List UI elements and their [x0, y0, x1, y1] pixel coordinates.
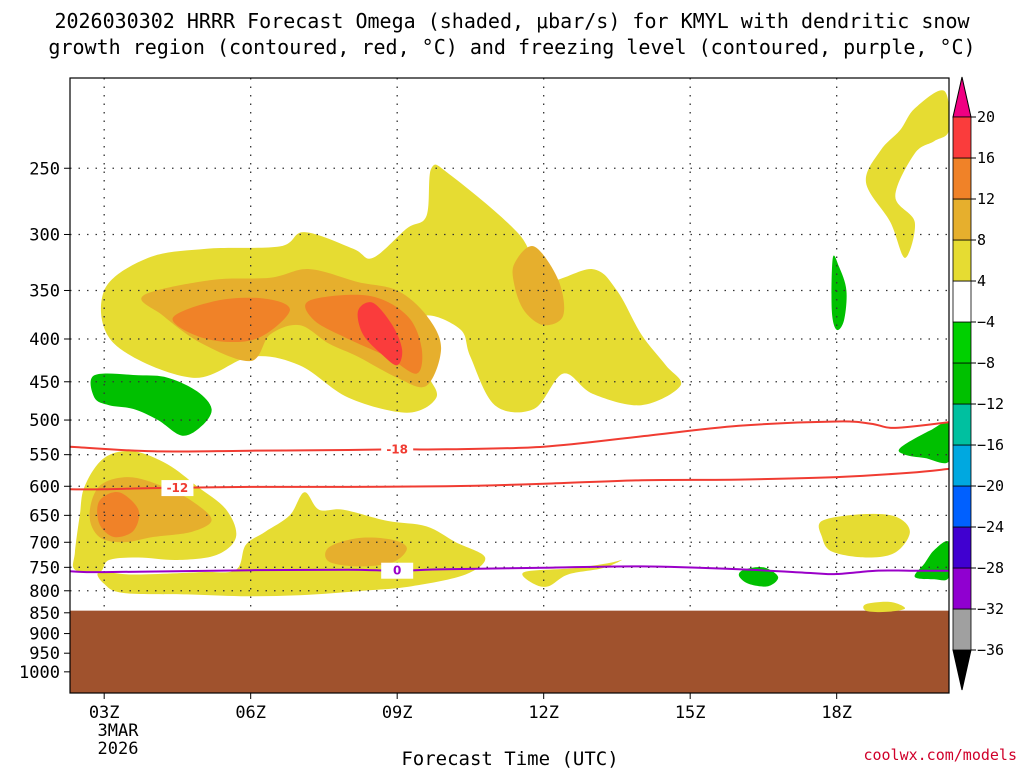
temp-contour-minus18-label-bg — [381, 441, 414, 458]
omega-shading — [72, 90, 949, 613]
colorbar: −36 −32 −28 −24 −20 −16 −12 −8 −4 4 8 12 16 20 — [952, 76, 1004, 691]
omega-region-5 — [863, 601, 906, 613]
colorbar-segment — [952, 157, 972, 200]
terrain-fill — [70, 610, 949, 693]
y-axis-ticks: 2503003504004505005506006507007508008509… — [19, 159, 70, 683]
x-tick-label: 18Z — [821, 703, 852, 723]
temp-contour-minus18 — [70, 420, 949, 453]
colorbar-label: −20 — [977, 477, 1004, 495]
colorbar-label: −16 — [977, 436, 1004, 454]
y-tick-label: 250 — [29, 159, 60, 179]
y-tick-label: 700 — [29, 533, 60, 553]
temp-contour-minus12-label-bg — [161, 480, 194, 497]
x-date-label: 3MAR — [98, 721, 140, 741]
colorbar-label: −8 — [977, 354, 995, 372]
x-tick-label: 03Z — [89, 703, 120, 723]
colorbar-segment — [952, 239, 972, 282]
y-tick-label: 600 — [29, 477, 60, 497]
y-tick-label: 400 — [29, 330, 60, 350]
x-axis-title: Forecast Time (UTC) — [401, 748, 618, 768]
colorbar-segment — [952, 362, 972, 405]
x-year-label: 2026 — [98, 739, 139, 759]
y-tick-label: 1000 — [19, 663, 60, 683]
omega-region-3 — [522, 559, 622, 587]
freezing-level-contour-label: 0 — [393, 564, 401, 578]
colorbar-segment — [952, 116, 972, 159]
colorbar-segment — [952, 608, 972, 651]
colorbar-label: 8 — [977, 231, 986, 249]
chart-title-line1: 2026030302 HRRR Forecast Omega (shaded, … — [54, 9, 970, 33]
y-tick-label: 650 — [29, 506, 60, 526]
colorbar-segment — [952, 526, 972, 569]
omega-region-15 — [90, 373, 212, 436]
omega-region-9 — [325, 537, 407, 567]
temp-contour-minus12-label: -12 — [167, 481, 189, 495]
omega-region-14 — [357, 302, 403, 366]
x-tick-label: 09Z — [382, 703, 413, 723]
colorbar-segment — [952, 403, 972, 446]
omega-region-11 — [172, 297, 290, 343]
y-tick-label: 950 — [29, 644, 60, 664]
colorbar-label: 20 — [977, 108, 995, 126]
colorbar-segment — [952, 444, 972, 487]
omega-region-17 — [898, 422, 949, 464]
omega-region-6 — [865, 90, 949, 258]
colorbar-label: 4 — [977, 272, 986, 290]
colorbar-label: 12 — [977, 190, 995, 208]
colorbar-label: −36 — [977, 641, 1004, 659]
x-axis-ticks: 03Z 06Z 09Z 12Z 15Z 18Z — [89, 693, 852, 723]
omega-region-19 — [738, 566, 779, 587]
y-tick-label: 800 — [29, 582, 60, 602]
x-tick-label: 06Z — [235, 703, 266, 723]
colorbar-label: 16 — [977, 149, 995, 167]
colorbar-arrow-top — [952, 76, 972, 118]
y-tick-label: 350 — [29, 281, 60, 301]
colorbar-label: −24 — [977, 518, 1004, 536]
colorbar-segment — [952, 567, 972, 610]
omega-region-16 — [831, 255, 847, 331]
y-tick-label: 750 — [29, 558, 60, 578]
x-tick-label: 12Z — [528, 703, 559, 723]
colorbar-segment — [952, 321, 972, 364]
x-tick-label: 15Z — [675, 703, 706, 723]
omega-region-4 — [818, 513, 910, 558]
colorbar-segment — [952, 198, 972, 241]
freezing-level-contour — [70, 565, 949, 576]
colorbar-label: −4 — [977, 313, 995, 331]
temperature-contours: -18 -12 0 — [70, 420, 949, 579]
plot-frame — [69, 77, 950, 694]
plot-area: -18 -12 0 — [70, 78, 949, 693]
colorbar-segment — [952, 485, 972, 528]
colorbar-arrow-bottom — [952, 649, 972, 691]
colorbar-segment — [952, 280, 972, 323]
chart-title-line2: growth region (contoured, red, °C) and f… — [48, 35, 975, 59]
colorbar-label: −12 — [977, 395, 1004, 413]
y-tick-label: 900 — [29, 625, 60, 645]
colorbar-label: −28 — [977, 559, 1004, 577]
y-tick-label: 450 — [29, 373, 60, 393]
omega-region-13 — [97, 492, 140, 538]
y-tick-label: 500 — [29, 411, 60, 431]
temp-contour-minus12 — [70, 467, 949, 491]
temp-contour-minus18-label: -18 — [386, 442, 408, 456]
y-tick-label: 300 — [29, 225, 60, 245]
omega-region-10 — [512, 246, 565, 326]
omega-region-18 — [914, 541, 949, 581]
colorbar-label: −32 — [977, 600, 1004, 618]
freezing-level-contour-label-bg — [381, 562, 414, 579]
credit-link[interactable]: coolwx.com/models — [863, 746, 1017, 764]
y-tick-label: 550 — [29, 446, 60, 466]
y-tick-label: 850 — [29, 604, 60, 624]
